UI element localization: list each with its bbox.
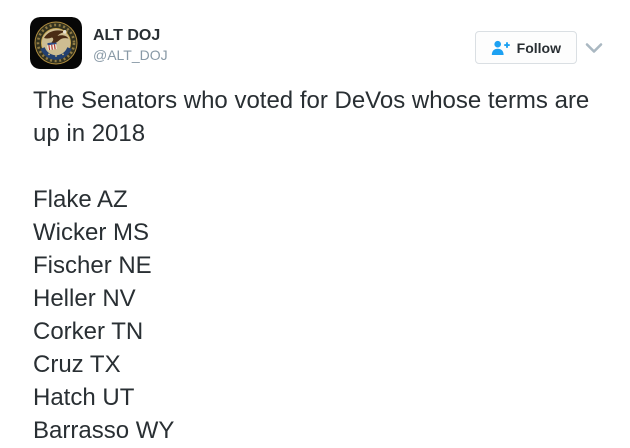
tweet-body: The Senators who voted for DeVos whose t… (33, 84, 615, 447)
senator-list: Flake AZ Wicker MS Fischer NE Heller NV … (33, 183, 615, 447)
senator-line: Barrasso WY (33, 417, 175, 444)
senator-line: Corker TN (33, 318, 144, 345)
senator-line: Heller NV (33, 285, 136, 312)
author-block: ALT DOJ @ALT_DOJ (93, 25, 168, 64)
follow-button-label: Follow (516, 39, 561, 56)
senator-line: Flake AZ (33, 186, 128, 213)
avatar[interactable] (30, 17, 82, 69)
tweet-text: The Senators who voted for DeVos whose t… (33, 87, 590, 147)
more-menu-button[interactable] (585, 41, 603, 53)
author-name[interactable]: ALT DOJ (93, 27, 161, 44)
chevron-down-icon (585, 43, 603, 53)
senator-line: Cruz TX (33, 351, 121, 378)
senator-line: Fischer NE (33, 252, 152, 279)
doj-seal-icon (30, 17, 82, 69)
follow-button[interactable]: Follow (474, 31, 577, 64)
author-handle[interactable]: @ALT_DOJ (93, 47, 168, 63)
senator-line: Wicker MS (33, 219, 149, 246)
senator-line: Hatch UT (33, 384, 135, 411)
person-plus-icon (491, 40, 510, 55)
